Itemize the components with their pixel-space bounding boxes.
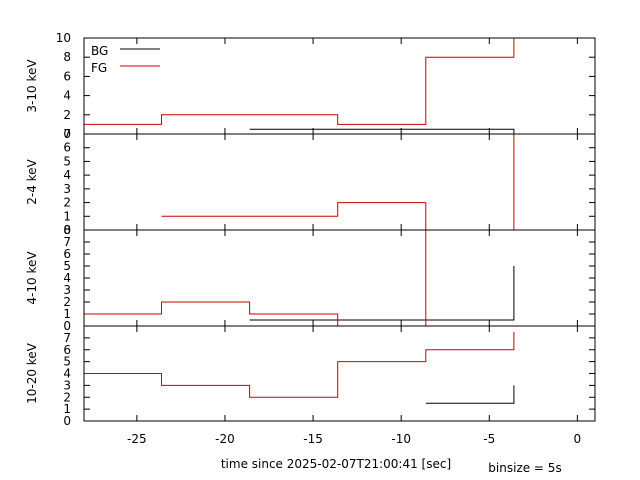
x-tick-label: -25 (127, 432, 147, 446)
y-tick-label: 6 (63, 69, 71, 83)
y-tick-label: 5 (63, 154, 71, 168)
y-tick-label: 10 (56, 31, 71, 45)
series-fg-panel-1 (84, 38, 515, 125)
y-tick-label: 2 (63, 390, 71, 404)
legend-label-fg: FG (91, 61, 107, 75)
y-tick-label: 4 (63, 89, 71, 103)
series-fg-panel-2 (161, 134, 515, 231)
y-tick-label: 7 (63, 127, 71, 141)
panel-frame (83, 37, 596, 135)
x-axis: -25 -20 -15 -10 -5 0 (127, 432, 581, 446)
y-axis-title: 3-10 keV (25, 59, 39, 113)
y-tick-label: 6 (63, 247, 71, 261)
y-tick-label: 4 (63, 367, 71, 381)
series-bg-panel-3 (249, 266, 515, 321)
y-tick-label: 2 (63, 196, 71, 210)
y-tick-label: 0 (63, 223, 71, 237)
x-tick-label: -20 (215, 432, 235, 446)
y-tick-label: 5 (63, 259, 71, 273)
y-tick-label: 5 (63, 355, 71, 369)
y-tick-label: 3 (63, 182, 71, 196)
y-tick-label: 1 (63, 402, 71, 416)
y-tick-label: 1 (63, 209, 71, 223)
y-tick-label: 7 (63, 235, 71, 249)
y-tick-label: 2 (63, 295, 71, 309)
x-axis-title: time since 2025-02-07T21:00:41 [sec] (221, 457, 451, 471)
y-tick-label: 4 (63, 168, 71, 182)
y-tick-label: 6 (63, 141, 71, 155)
legend-label-bg: BG (91, 44, 108, 58)
y-axis-title: 10-20 keV (25, 342, 39, 404)
panel-frame (83, 325, 596, 422)
y-axis-title: 4-10 keV (25, 251, 39, 305)
y-tick-label: 0 (63, 319, 71, 333)
legend: BG FG (91, 44, 160, 75)
x-tick-label: 0 (574, 432, 582, 446)
series-bg-panel-1 (249, 128, 515, 134)
y-tick-label: 4 (63, 271, 71, 285)
y-tick-label: 3 (63, 283, 71, 297)
x-tick-label: -15 (303, 432, 323, 446)
series-fg-panel-3 (84, 230, 427, 327)
series-bg-panel-4 (425, 385, 515, 404)
binsize-annotation: binsize = 5s (488, 461, 561, 475)
series-fg-panel-4 (84, 331, 515, 398)
y-tick-label: 0 (63, 127, 71, 141)
panel-frame (83, 229, 596, 327)
panel-frame (83, 133, 596, 231)
y-tick-label: 7 (63, 331, 71, 345)
y-tick-label: 1 (63, 307, 71, 321)
y-axis-title: 2-4 keV (25, 158, 39, 204)
y-tick-label: 0 (63, 414, 71, 428)
y-tick-label: 8 (63, 50, 71, 64)
y-tick-label: 3 (63, 378, 71, 392)
panel-1: 0 2 4 6 8 10 3-10 keV (25, 31, 596, 141)
y-tick-label: 8 (63, 223, 71, 237)
y-tick-label: 6 (63, 343, 71, 357)
x-tick-label: -5 (483, 432, 495, 446)
x-tick-label: -10 (391, 432, 411, 446)
y-tick-label: 2 (63, 108, 71, 122)
